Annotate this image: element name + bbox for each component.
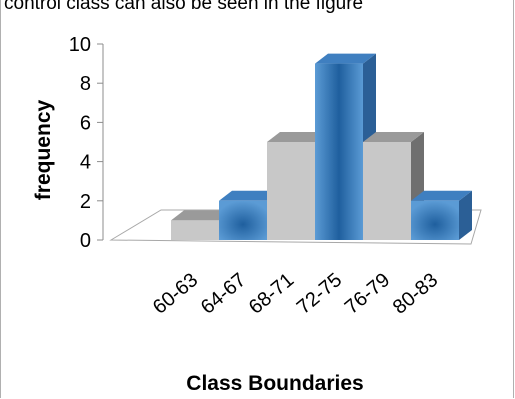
y-tick-label: 8 [80,73,91,95]
x-tick-label: 60-63 [149,269,202,319]
x-tick-label: 68-71 [245,269,298,319]
bar-front-face [411,200,459,240]
bar-front-face [315,63,363,240]
y-tick-label: 6 [80,112,91,134]
bar-top-face [411,190,472,201]
y-axis: 0 2 4 6 8 10 [69,34,104,252]
x-tick-label: 80-83 [389,269,442,319]
y-tick-label: 0 [80,230,91,252]
bar-front-face [171,220,219,240]
y-axis-title: frequency [32,100,55,201]
bar-80-83 [411,190,472,240]
y-tick-label: 10 [69,34,91,56]
bar-side-face [459,190,472,240]
x-axis-title: Class Boundaries [186,372,363,395]
bar-top-face [363,132,424,142]
y-tick-label: 2 [80,191,91,213]
bar-front-face [267,142,315,240]
bar-front-face [219,200,267,240]
bar-top-face [219,190,280,201]
bar-top-face [315,53,376,64]
x-tick-label: 64-67 [197,269,250,319]
bar-front-face [363,142,411,240]
bars [171,53,472,240]
y-tick-label: 4 [80,152,91,174]
caption-text: control class can also be seen in the fi… [4,0,364,14]
x-tick-label: 76-79 [341,269,394,319]
x-tick-label: 72-75 [293,269,346,319]
bar-top-face [171,210,232,221]
bar-top-face [267,132,328,142]
